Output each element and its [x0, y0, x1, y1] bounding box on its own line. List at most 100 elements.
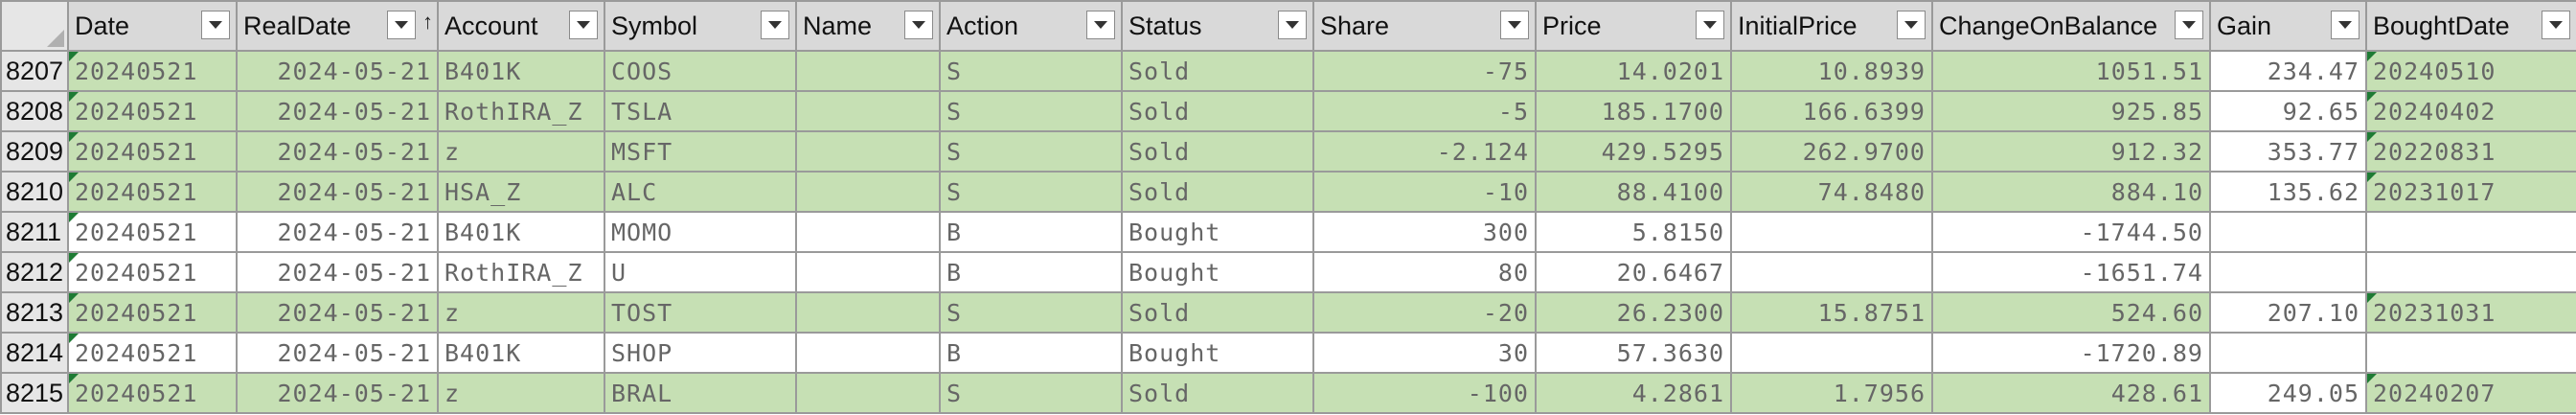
filter-dropdown-button[interactable] — [201, 11, 230, 39]
cell-action[interactable]: S — [939, 372, 1123, 414]
cell-status[interactable]: Sold — [1121, 291, 1314, 334]
cell-account[interactable]: RothIRA_Z — [437, 90, 605, 132]
row-number[interactable]: 8208 — [0, 90, 69, 132]
cell-date[interactable]: 20240521 — [67, 50, 238, 92]
filter-dropdown-button[interactable] — [1696, 11, 1724, 39]
filter-dropdown-button[interactable] — [2542, 11, 2570, 39]
cell-symbol[interactable]: BRAL — [604, 372, 797, 414]
cell-symbol[interactable]: ALC — [604, 171, 797, 213]
row-number[interactable]: 8212 — [0, 251, 69, 293]
filter-dropdown-button[interactable] — [1086, 11, 1115, 39]
cell-date[interactable]: 20240521 — [67, 251, 238, 293]
column-header-symbol[interactable]: Symbol — [604, 0, 797, 52]
cell-share[interactable]: -20 — [1312, 291, 1537, 334]
cell-gain[interactable]: 234.47 — [2209, 50, 2367, 92]
cell-action[interactable]: S — [939, 130, 1123, 173]
column-header-realdate[interactable]: RealDate ↑ — [236, 0, 439, 52]
cell-realdate[interactable]: 2024-05-21 — [236, 291, 439, 334]
cell-changeonbalance[interactable]: 884.10 — [1931, 171, 2211, 213]
cell-date[interactable]: 20240521 — [67, 130, 238, 173]
column-header-gain[interactable]: Gain — [2209, 0, 2367, 52]
cell-changeonbalance[interactable]: -1744.50 — [1931, 211, 2211, 253]
row-number[interactable]: 8211 — [0, 211, 69, 253]
column-header-name[interactable]: Name — [795, 0, 941, 52]
filter-dropdown-button[interactable] — [1500, 11, 1529, 39]
cell-name[interactable] — [795, 211, 941, 253]
column-header-share[interactable]: Share — [1312, 0, 1537, 52]
cell-price[interactable]: 20.6467 — [1535, 251, 1732, 293]
filter-dropdown-button[interactable] — [2175, 11, 2203, 39]
cell-status[interactable]: Bought — [1121, 332, 1314, 374]
cell-price[interactable]: 429.5295 — [1535, 130, 1732, 173]
cell-initialprice[interactable] — [1730, 211, 1933, 253]
cell-initialprice[interactable]: 15.8751 — [1730, 291, 1933, 334]
cell-realdate[interactable]: 2024-05-21 — [236, 372, 439, 414]
cell-gain[interactable] — [2209, 251, 2367, 293]
column-header-boughtdate[interactable]: BoughtDate — [2365, 0, 2576, 52]
cell-name[interactable] — [795, 251, 941, 293]
cell-gain[interactable] — [2209, 332, 2367, 374]
cell-gain[interactable]: 92.65 — [2209, 90, 2367, 132]
cell-name[interactable] — [795, 372, 941, 414]
cell-date[interactable]: 20240521 — [67, 90, 238, 132]
cell-name[interactable] — [795, 90, 941, 132]
cell-boughtdate[interactable]: 20231017 — [2365, 171, 2576, 213]
cell-changeonbalance[interactable]: 912.32 — [1931, 130, 2211, 173]
column-header-price[interactable]: Price — [1535, 0, 1732, 52]
cell-boughtdate[interactable]: 20220831 — [2365, 130, 2576, 173]
cell-action[interactable]: B — [939, 251, 1123, 293]
cell-changeonbalance[interactable]: 524.60 — [1931, 291, 2211, 334]
cell-price[interactable]: 4.2861 — [1535, 372, 1732, 414]
row-number[interactable]: 8209 — [0, 130, 69, 173]
row-number[interactable]: 8214 — [0, 332, 69, 374]
cell-share[interactable]: -5 — [1312, 90, 1537, 132]
cell-status[interactable]: Sold — [1121, 130, 1314, 173]
cell-account[interactable]: HSA_Z — [437, 171, 605, 213]
cell-boughtdate[interactable]: 20240207 — [2365, 372, 2576, 414]
row-number[interactable]: 8207 — [0, 50, 69, 92]
cell-realdate[interactable]: 2024-05-21 — [236, 171, 439, 213]
cell-boughtdate[interactable]: 20240510 — [2365, 50, 2576, 92]
cell-initialprice[interactable] — [1730, 332, 1933, 374]
cell-boughtdate[interactable]: 20231031 — [2365, 291, 2576, 334]
cell-action[interactable]: S — [939, 50, 1123, 92]
cell-share[interactable]: -100 — [1312, 372, 1537, 414]
column-header-changeonbalance[interactable]: ChangeOnBalance — [1931, 0, 2211, 52]
cell-changeonbalance[interactable]: 1051.51 — [1931, 50, 2211, 92]
cell-realdate[interactable]: 2024-05-21 — [236, 50, 439, 92]
cell-name[interactable] — [795, 332, 941, 374]
filter-dropdown-button[interactable] — [1278, 11, 1307, 39]
column-header-initialprice[interactable]: InitialPrice — [1730, 0, 1933, 52]
cell-initialprice[interactable]: 166.6399 — [1730, 90, 1933, 132]
cell-account[interactable]: z — [437, 130, 605, 173]
filter-dropdown-button[interactable] — [569, 11, 598, 39]
cell-gain[interactable]: 353.77 — [2209, 130, 2367, 173]
cell-boughtdate[interactable]: 20240402 — [2365, 90, 2576, 132]
cell-initialprice[interactable] — [1730, 251, 1933, 293]
cell-realdate[interactable]: 2024-05-21 — [236, 251, 439, 293]
cell-account[interactable]: B401K — [437, 50, 605, 92]
cell-price[interactable]: 5.8150 — [1535, 211, 1732, 253]
filter-dropdown-button[interactable] — [904, 11, 933, 39]
cell-changeonbalance[interactable]: -1651.74 — [1931, 251, 2211, 293]
cell-name[interactable] — [795, 291, 941, 334]
cell-symbol[interactable]: SHOP — [604, 332, 797, 374]
cell-name[interactable] — [795, 171, 941, 213]
cell-date[interactable]: 20240521 — [67, 171, 238, 213]
cell-date[interactable]: 20240521 — [67, 372, 238, 414]
column-header-action[interactable]: Action — [939, 0, 1123, 52]
cell-symbol[interactable]: COOS — [604, 50, 797, 92]
filter-dropdown-button[interactable] — [1897, 11, 1926, 39]
cell-symbol[interactable]: TOST — [604, 291, 797, 334]
cell-price[interactable]: 185.1700 — [1535, 90, 1732, 132]
cell-changeonbalance[interactable]: 925.85 — [1931, 90, 2211, 132]
select-all-corner[interactable] — [0, 0, 69, 52]
row-number[interactable]: 8215 — [0, 372, 69, 414]
cell-action[interactable]: S — [939, 291, 1123, 334]
cell-boughtdate[interactable] — [2365, 251, 2576, 293]
cell-name[interactable] — [795, 50, 941, 92]
cell-initialprice[interactable]: 262.9700 — [1730, 130, 1933, 173]
cell-account[interactable]: z — [437, 372, 605, 414]
cell-price[interactable]: 88.4100 — [1535, 171, 1732, 213]
cell-share[interactable]: -75 — [1312, 50, 1537, 92]
